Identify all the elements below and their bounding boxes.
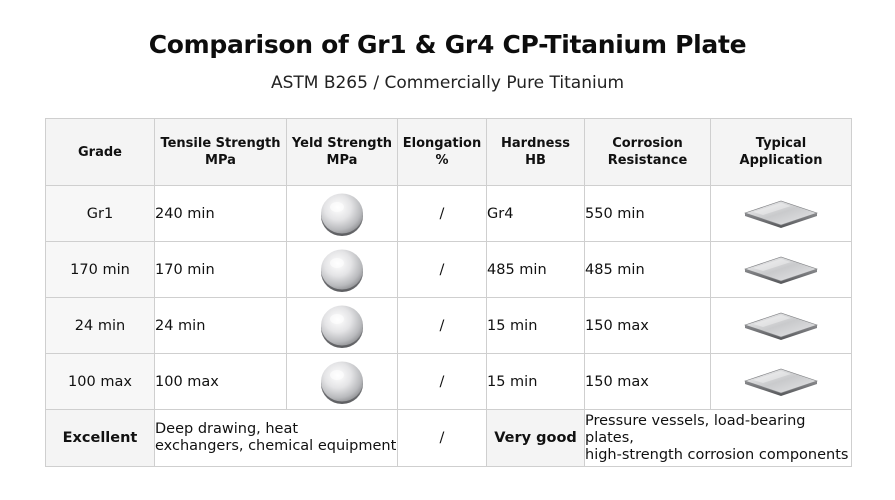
cell-grade: 100 max [45,353,155,410]
cell-grade: Excellent [45,409,155,467]
cell-application [710,297,852,354]
application-text-line: high-strength corrosion components [585,446,849,463]
cell-application-gr1: Deep drawing, heat exchangers, chemical … [154,409,398,467]
cell-corrosion: 150 max [584,353,711,410]
cell-hardness: 15 min [486,297,585,354]
table-row: 100 max 100 max / 15 min 150 max [45,353,852,410]
cell-yield [286,185,398,242]
cell-tensile: 170 min [154,241,287,298]
titanium-plate-icon [743,311,819,341]
cell-application [710,241,852,298]
cell-yield [286,353,398,410]
cell-elongation: / [397,353,487,410]
page-title: Comparison of Gr1 & Gr4 CP-Titanium Plat… [148,30,747,59]
cell-hardness: 485 min [486,241,585,298]
header-unit: % [435,153,449,168]
cell-tensile: 100 max [154,353,287,410]
page-subtitle: ASTM B265 / Commercially Pure Titanium [270,73,625,93]
header-yield-strength: Yeld Strength MPa [286,118,398,186]
comparison-table: Grade Tensile Strength MPa Yeld Strength… [45,118,852,467]
table-row-summary: Excellent Deep drawing, heat exchangers,… [45,409,852,467]
table-row: Gr1 240 min / Gr4 550 min [45,185,852,242]
header-label: Grade [78,144,122,160]
header-unit: Application [739,153,823,168]
titanium-plate-icon [743,255,819,285]
cell-elongation: / [397,241,487,298]
header-elongation: Elongation % [397,118,487,186]
header-label: Corrosion [612,136,683,151]
header-grade: Grade [45,118,155,186]
cell-grade: 170 min [45,241,155,298]
cell-grade: Gr1 [45,185,155,242]
application-text-line: Pressure vessels, load-bearing plates, [585,412,806,446]
cell-corrosion: 550 min [584,185,711,242]
header-unit: MPa [326,153,358,168]
titanium-disc-icon [319,191,365,237]
titanium-disc-icon [319,247,365,293]
cell-hardness: Very good [486,409,585,467]
header-unit: HB [525,153,546,168]
cell-application [710,353,852,410]
header-unit: Resistance [607,153,688,168]
cell-corrosion: 485 min [584,241,711,298]
cell-elongation: / [397,409,487,467]
header-label: Hardness [501,136,570,151]
cell-elongation: / [397,185,487,242]
header-corrosion-resistance: Corrosion Resistance [584,118,711,186]
header-row: Grade Tensile Strength MPa Yeld Strength… [45,118,852,186]
table-row: 170 min 170 min / 485 min 485 min [45,241,852,298]
cell-tensile: 240 min [154,185,287,242]
header-label: Yeld Strength [291,136,393,151]
titanium-disc-icon [319,359,365,405]
cell-tensile: 24 min [154,297,287,354]
cell-hardness: Gr4 [486,185,585,242]
cell-application [710,185,852,242]
header-tensile-strength: Tensile Strength MPa [154,118,287,186]
titanium-plate-icon [743,367,819,397]
cell-corrosion: 150 max [584,297,711,354]
header-label: Typical [755,136,807,151]
application-text-line: Deep drawing, heat [155,421,299,437]
cell-application-gr4: Pressure vessels, load-bearing plates, h… [584,409,852,467]
cell-yield [286,297,398,354]
application-text-line: exchangers, chemical equipment [155,438,397,454]
titanium-disc-icon [319,303,365,349]
titanium-plate-icon [743,199,819,229]
cell-yield [286,241,398,298]
cell-elongation: / [397,297,487,354]
header-unit: MPa [205,153,236,168]
table-row: 24 min 24 min / 15 min 150 max [45,297,852,354]
header-hardness: Hardness HB [486,118,585,186]
header-label: Elongation [402,136,482,151]
cell-grade: 24 min [45,297,155,354]
cell-hardness: 15 min [486,353,585,410]
header-label: Tensile Strength [160,136,281,151]
header-typical-application: Typical Application [710,118,852,186]
